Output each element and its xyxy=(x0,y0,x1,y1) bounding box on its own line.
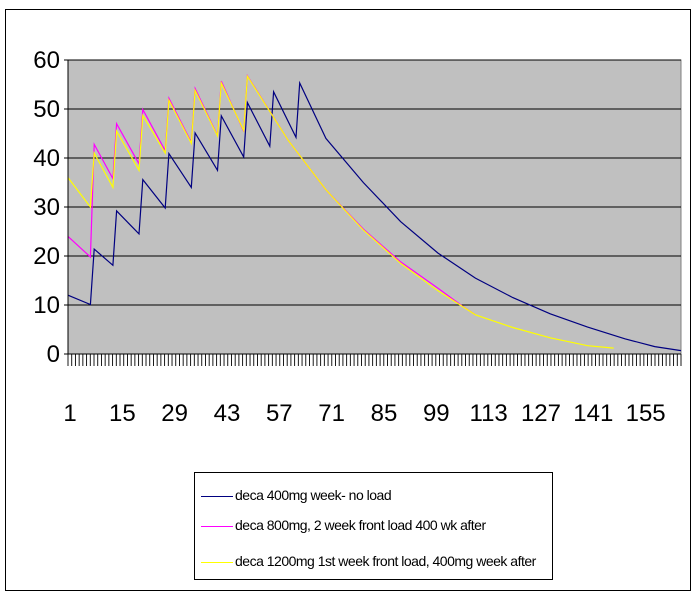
legend-item-1: deca 400mg week- no load xyxy=(195,486,552,506)
legend-swatch-3 xyxy=(201,562,233,563)
legend-label-2: deca 800mg, 2 week front load 400 wk aft… xyxy=(235,517,486,533)
x-tick-label: 99 xyxy=(423,400,450,427)
y-tick-label: 0 xyxy=(47,341,60,368)
legend-item-2: deca 800mg, 2 week front load 400 wk aft… xyxy=(195,516,552,536)
x-tick-label: 43 xyxy=(214,400,241,427)
axes: 0 10 20 30 40 50 60 1 15 29 43 57 71 85 99 113 127 141 155 xyxy=(33,47,682,427)
series-layer xyxy=(67,73,682,352)
y-tick-label: 60 xyxy=(33,47,60,74)
y-tick-label: 40 xyxy=(33,145,60,172)
x-tick-label: 85 xyxy=(371,400,398,427)
y-tick-label: 10 xyxy=(33,292,60,319)
legend: deca 400mg week- no load deca 800mg, 2 w… xyxy=(194,472,553,580)
x-tick-label: 15 xyxy=(109,400,136,427)
series-line-3 xyxy=(67,74,614,349)
y-tick-label: 30 xyxy=(33,194,60,221)
legend-label-3: deca 1200mg 1st week front load, 400mg w… xyxy=(235,553,536,569)
x-tick-label: 141 xyxy=(573,400,613,427)
legend-swatch-1 xyxy=(201,496,233,497)
y-tick-label: 50 xyxy=(33,96,60,123)
x-tick-label: 71 xyxy=(318,400,345,427)
x-tick-label: 29 xyxy=(161,400,188,427)
legend-item-3: deca 1200mg 1st week front load, 400mg w… xyxy=(195,552,552,572)
x-tick-label: 113 xyxy=(470,400,508,427)
x-tick-label: 57 xyxy=(266,400,293,427)
gridlines xyxy=(68,59,681,306)
y-tick-label: 20 xyxy=(33,243,60,270)
legend-label-1: deca 400mg week- no load xyxy=(235,487,392,503)
x-tick-label: 155 xyxy=(626,400,666,427)
x-tick-label: 127 xyxy=(521,400,561,427)
x-tick-label: 1 xyxy=(63,400,76,427)
series-line-1 xyxy=(67,80,682,352)
legend-swatch-2 xyxy=(201,526,233,527)
